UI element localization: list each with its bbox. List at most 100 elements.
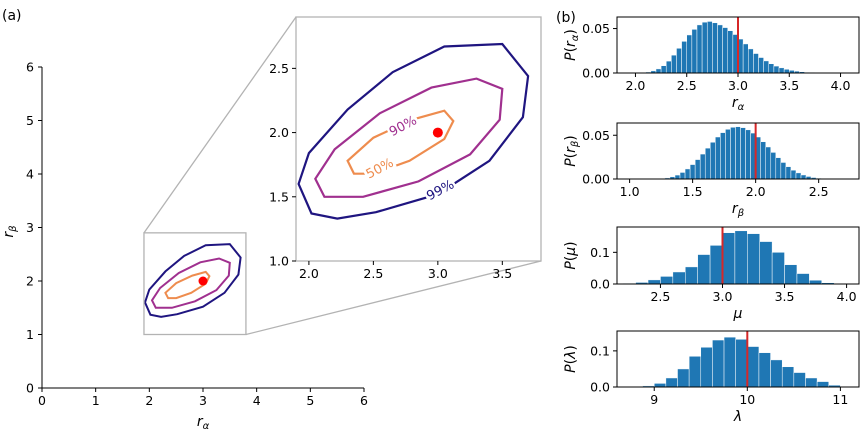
histogram-bar (655, 68, 662, 74)
histogram-bar (773, 65, 780, 74)
x-tick-label: 4 (253, 393, 261, 408)
y-axis-label: rβ (1, 225, 19, 238)
histogram-bar (735, 126, 741, 180)
y-tick-label: 0 (26, 381, 34, 396)
y-tick-label: 2 (26, 274, 34, 289)
y-tick-label: 0.05 (582, 21, 610, 36)
inset-contour-plot: 2.0 2.5 3.0 3.51.01.52.02.599%90%50% (269, 16, 542, 281)
histogram-bar (758, 57, 764, 74)
x-tick-label: 1 (92, 393, 100, 408)
y-tick-label: 3 (26, 220, 34, 235)
axes-frame (616, 122, 860, 180)
histogram-bar (647, 279, 661, 285)
histogram-bar (688, 356, 702, 388)
histogram-bar (710, 142, 716, 180)
y-tick-label: 1 (26, 327, 34, 342)
contour-50% (164, 270, 211, 300)
contour-label-bg (384, 110, 420, 139)
histogram-rbeta: 1.0 1.5 2.0 2.5 0.00 0.05 rβ P(rβ) (563, 122, 860, 219)
histogram-bar (674, 174, 681, 180)
x-tick-label: 2.0 (299, 266, 319, 281)
x-tick-label: 3 (199, 393, 207, 408)
y-tick-label: 2.5 (269, 61, 289, 76)
x-tick-label: 2.5 (677, 78, 697, 93)
y-tick-label: 2.0 (269, 125, 289, 140)
histogram-bar (660, 65, 667, 74)
histogram-bar (725, 129, 731, 180)
histogram-bar (717, 24, 723, 74)
histogram-bar (720, 132, 726, 180)
y-tick-label: 0.0 (590, 380, 610, 395)
contour-99% (297, 42, 530, 220)
histogram-bar (800, 174, 807, 180)
histogram-bar (677, 368, 690, 388)
histogram-bar (760, 141, 766, 180)
axes-frame (616, 226, 860, 285)
histogram-bar (796, 273, 810, 285)
histogram-bar (784, 264, 798, 285)
x-tick-label: 10 (739, 392, 755, 407)
y-tick-label: 0.00 (582, 66, 610, 81)
histogram-bar (715, 136, 721, 180)
histogram-bar (790, 169, 797, 180)
histogram-bar (704, 147, 711, 180)
histogram-bar (685, 266, 698, 285)
zoom-box (143, 232, 247, 336)
histogram-bar (765, 146, 772, 180)
histogram-bar (785, 166, 792, 180)
histogram-bar (742, 43, 749, 74)
histogram-lambda: 9 10 11 0.0 0.1 λ P(λ) (563, 330, 860, 425)
x-tick-label: 6 (360, 393, 368, 408)
main-contour-plot: 0 1 2 3 4 5 6 0 1 2 3 4 5 6 rα rβ (1, 60, 368, 433)
histogram-bar (747, 346, 760, 388)
x-tick-label: 3.0 (713, 289, 733, 304)
histogram-mu: 2.5 3.0 3.5 4.0 0.0 0.1 μ P(μ) (563, 226, 860, 322)
histogram-bar (778, 67, 785, 74)
y-tick-label: 0.1 (590, 245, 610, 260)
x-tick-label: 0 (38, 393, 46, 408)
histogram-bar (691, 29, 698, 74)
histogram-bar (735, 339, 748, 388)
x-tick-label: 2.0 (626, 78, 646, 93)
zoom-connector-line (143, 16, 297, 234)
x-axis-label: rα (732, 95, 745, 113)
y-tick-label: 0.00 (582, 172, 610, 187)
y-tick-label: 0.1 (590, 343, 610, 358)
x-tick-label: 2.0 (746, 184, 766, 199)
histogram-bar (696, 24, 703, 74)
x-tick-label: 11 (832, 392, 848, 407)
zoom-connector (143, 16, 542, 336)
y-tick-label: 4 (26, 167, 34, 182)
histogram-bar (748, 48, 754, 74)
histogram-bar (697, 254, 711, 285)
histogram-bar (653, 383, 667, 388)
histogram-bar (763, 60, 770, 74)
histogram-bar (689, 164, 696, 180)
histogram-bar (758, 352, 771, 388)
histogram-bar (809, 279, 823, 285)
histogram-bar (747, 233, 760, 285)
histogram-bar (712, 339, 725, 388)
histogram-bar (816, 381, 829, 388)
inset-frame (295, 16, 542, 262)
histogram-bar (795, 172, 802, 180)
histogram-bar (781, 366, 795, 388)
x-tick-label: 1.5 (683, 184, 703, 199)
histogram-bar (709, 245, 723, 285)
x-tick-label: 3.0 (428, 266, 448, 281)
axes-frame (616, 330, 860, 388)
histogram-bar (699, 153, 706, 180)
contour-90% (150, 257, 231, 309)
y-tick-label: 1.5 (269, 189, 289, 204)
x-axis-label: rα (197, 414, 210, 432)
histogram-bar (684, 168, 691, 180)
x-tick-label: 3.5 (775, 289, 795, 304)
histogram-bar (727, 30, 734, 74)
histogram-bar (770, 152, 777, 180)
histogram-bar (805, 377, 818, 388)
histogram-bar (780, 162, 787, 180)
y-axis-label: P(rα) (563, 29, 581, 61)
histogram-bar (700, 347, 713, 388)
histogram-bar (694, 159, 701, 180)
x-axis-label: μ (733, 306, 743, 322)
